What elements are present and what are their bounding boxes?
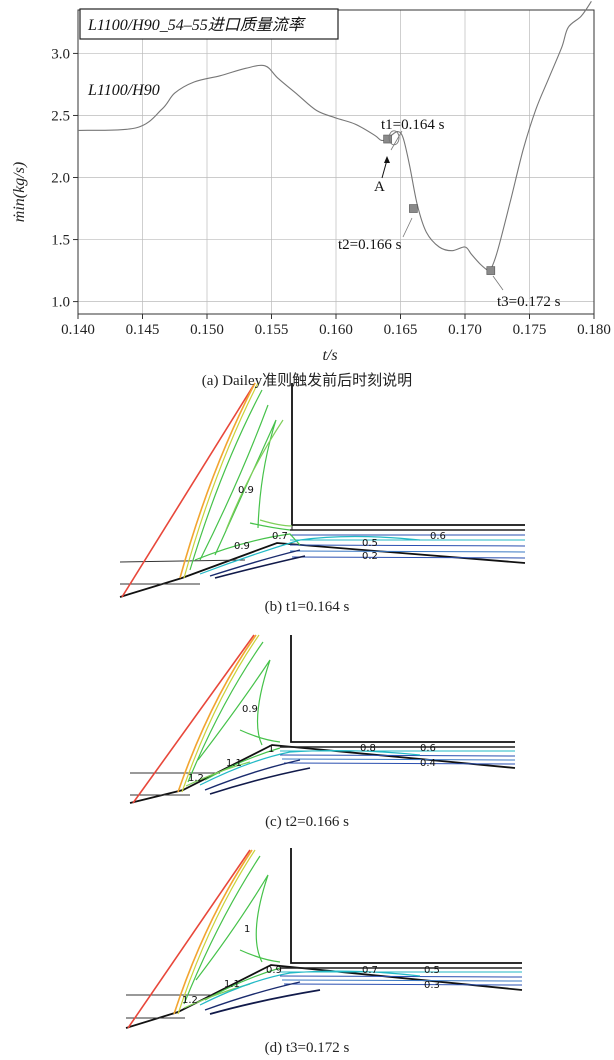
- contour-labels: 0.9 0.7 0.9 0.6 0.5 0.2: [234, 485, 446, 562]
- contour-label: 0.5: [424, 965, 440, 976]
- chart-grid: [73, 10, 595, 319]
- contour-label: 1: [244, 924, 250, 935]
- x-tick-label: 0.170: [448, 322, 482, 338]
- x-tick-label: 0.145: [126, 322, 160, 338]
- contour-label: 0.7: [272, 531, 288, 542]
- t3-label: t3=0.172 s: [497, 294, 561, 310]
- markers: [383, 134, 496, 275]
- t1-leader: [390, 130, 403, 151]
- caption-d: (d) t3=0.172 s: [264, 1040, 350, 1056]
- contour-label: 0.3: [424, 980, 440, 991]
- x-axis-label: t/s: [322, 347, 337, 364]
- caption-a: (a) Dailey准则触发前后时刻说明: [201, 373, 413, 389]
- contour-panel-t1: 0.9 0.7 0.9 0.6 0.5 0.2: [119, 382, 526, 598]
- y-tick-label: 2.5: [51, 108, 70, 124]
- time-marker: [383, 134, 392, 144]
- curve-loop: [388, 130, 400, 146]
- shock-contours: [127, 849, 421, 1029]
- x-tick-labels: 0.140 0.145 0.150 0.155 0.160 0.165 0.170 0.175…: [61, 322, 611, 338]
- point-label-a: A: [374, 179, 385, 195]
- caption-b: (b) t1=0.164 s: [264, 599, 350, 615]
- t2-label: t2=0.166 s: [338, 237, 402, 253]
- time-marker: [486, 266, 496, 275]
- flow-lines: [126, 967, 523, 1019]
- contour-panel-t3: 1 0.9 1.1 1.2 0.7 0.5 0.3: [125, 848, 523, 1029]
- contour-label: 0.9: [234, 541, 250, 552]
- contour-label: 0.9: [238, 485, 254, 496]
- contour-label: 0.7: [362, 965, 378, 976]
- t2-leader: [402, 217, 413, 238]
- y-tick-labels: 1.0 1.5 2.0 2.5 3.0: [51, 46, 70, 310]
- contour-label: 0.8: [360, 743, 376, 754]
- contour-label: 1: [268, 744, 274, 755]
- contour-label: 0.9: [242, 704, 258, 715]
- contour-label: 1.1: [224, 979, 240, 990]
- x-tick-label: 0.180: [577, 322, 611, 338]
- x-tick-label: 0.155: [255, 322, 289, 338]
- x-tick-label: 0.140: [61, 322, 95, 338]
- series-label: L1100/H90: [87, 82, 160, 99]
- y-tick-label: 3.0: [51, 46, 70, 62]
- point-a-arrowhead: [384, 156, 390, 163]
- time-marker: [409, 204, 418, 213]
- chart-title: L1100/H90_54–55进口质量流率: [87, 16, 307, 34]
- mass-flow-chart: 0.140 0.145 0.150 0.155 0.160 0.165 0.170 0.175…: [11, 0, 611, 364]
- contour-labels: 0.9 1 1.1 1.2 0.8 0.6 0.4: [188, 704, 436, 784]
- contour-label: 1.2: [182, 995, 198, 1006]
- y-tick-label: 1.0: [51, 295, 70, 311]
- contour-label: 0.5: [362, 538, 378, 549]
- contour-label: 0.4: [420, 758, 436, 769]
- inlet-geometry: [129, 635, 516, 804]
- contour-labels: 1 0.9 1.1 1.2 0.7 0.5 0.3: [182, 924, 440, 1006]
- flow-lines: [119, 529, 526, 585]
- contour-panel-t2: 0.9 1 1.1 1.2 0.8 0.6 0.4: [129, 634, 516, 804]
- y-tick-label: 2.0: [51, 171, 70, 187]
- inlet-geometry: [119, 383, 526, 598]
- caption-c: (c) t2=0.166 s: [265, 814, 349, 830]
- inlet-geometry: [125, 848, 523, 1029]
- contour-label: 1.2: [188, 773, 204, 784]
- shock-contours: [121, 382, 421, 598]
- t1-label: t1=0.164 s: [381, 117, 445, 133]
- contour-label: 0.6: [420, 743, 436, 754]
- y-tick-label: 1.5: [51, 233, 70, 249]
- x-tick-label: 0.150: [190, 322, 224, 338]
- shock-contours: [132, 634, 421, 804]
- contour-label: 0.6: [430, 531, 446, 542]
- contour-label: 0.9: [266, 965, 282, 976]
- y-axis-label: ṁin(kg/s): [11, 162, 28, 222]
- contour-label: 1.1: [226, 758, 242, 769]
- contour-label: 0.2: [362, 551, 378, 562]
- title-box: [79, 8, 339, 40]
- t3-leader: [492, 275, 504, 291]
- series-line: [77, 0, 592, 272]
- x-tick-label: 0.165: [384, 322, 418, 338]
- x-tick-label: 0.160: [319, 322, 353, 338]
- x-tick-label: 0.175: [513, 322, 547, 338]
